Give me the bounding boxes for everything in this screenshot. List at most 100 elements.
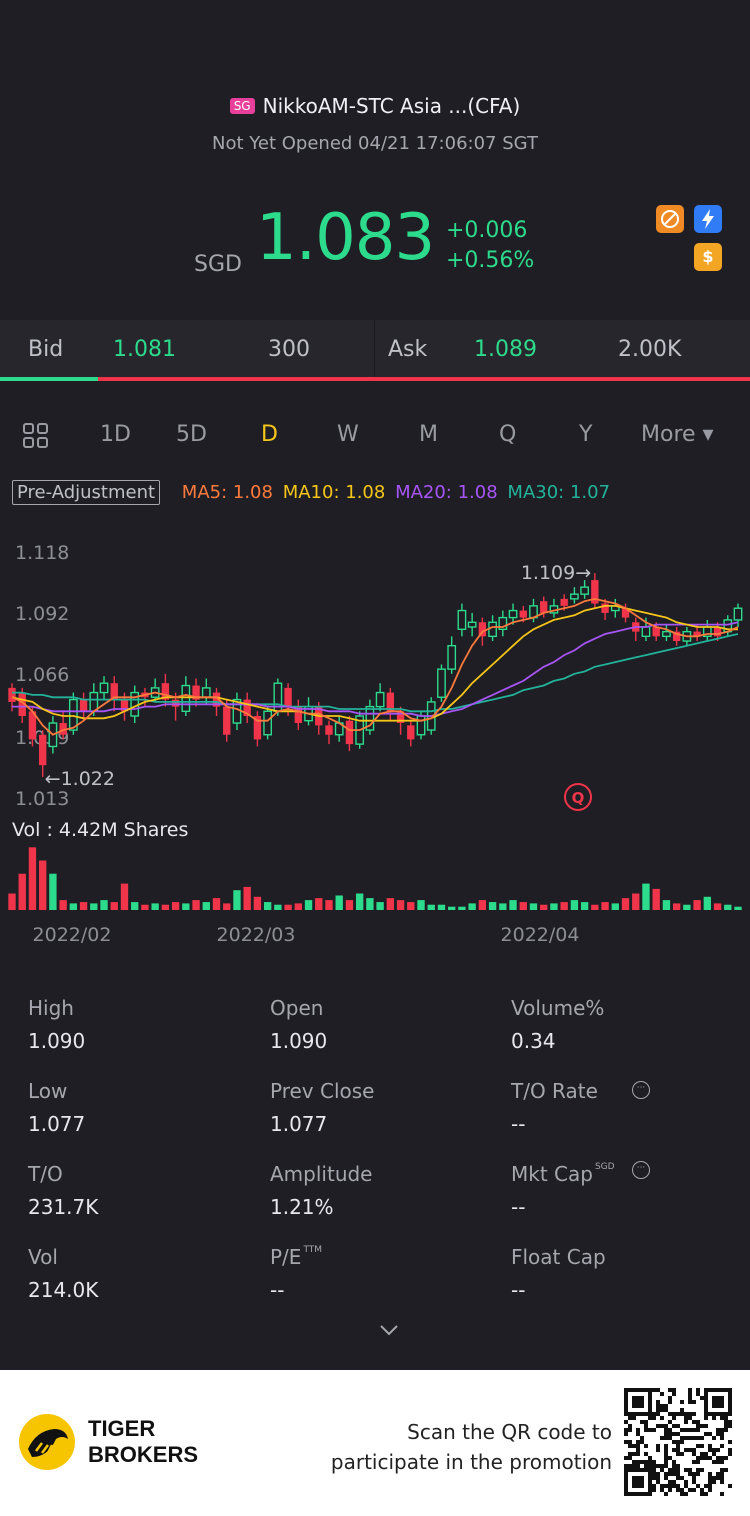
volume-bar bbox=[611, 903, 619, 910]
candle-body bbox=[386, 692, 395, 712]
volume-bar bbox=[141, 904, 149, 910]
prev-close-value: 1.077 bbox=[270, 1112, 328, 1136]
y-tick-label: 1.092 bbox=[15, 603, 69, 625]
amplitude-value: 1.21% bbox=[270, 1195, 334, 1219]
volume-bar bbox=[253, 896, 262, 910]
q-marker-label: Q bbox=[572, 789, 585, 807]
volume-bar bbox=[110, 902, 118, 910]
turnover-value: 231.7K bbox=[28, 1195, 99, 1219]
q-marker-icon[interactable] bbox=[564, 783, 592, 811]
candle-body bbox=[345, 720, 354, 745]
ask-ratio-bar bbox=[98, 377, 750, 381]
tab-more[interactable]: More ▾ bbox=[641, 422, 714, 447]
candle-body bbox=[601, 603, 609, 613]
high-value: 1.090 bbox=[28, 1029, 86, 1053]
candle-body bbox=[181, 684, 191, 713]
volume-bar bbox=[468, 903, 476, 910]
candle-body bbox=[733, 607, 743, 621]
pre-adjustment-button[interactable]: Pre-Adjustment bbox=[12, 480, 161, 505]
tiger-logo-icon bbox=[19, 1414, 75, 1470]
volume-bar bbox=[407, 902, 415, 910]
candle-body bbox=[223, 706, 231, 735]
tab-1d[interactable]: 1D bbox=[100, 422, 131, 447]
qr-code-icon[interactable] bbox=[624, 1388, 732, 1496]
volume-bar bbox=[192, 900, 200, 910]
currency-label: SGD bbox=[194, 252, 242, 277]
high-label: High bbox=[28, 996, 74, 1020]
volume-bar bbox=[79, 902, 88, 910]
candle-body bbox=[192, 685, 200, 700]
candle-body bbox=[8, 687, 16, 702]
pe-label: P/E TTM bbox=[270, 1245, 323, 1269]
to-rate-value: -- bbox=[511, 1112, 526, 1136]
chevron-down-icon[interactable] bbox=[379, 1323, 399, 1337]
mkt-cap-value: -- bbox=[511, 1195, 526, 1219]
volume-bar bbox=[560, 902, 568, 910]
candle-body bbox=[662, 630, 671, 638]
candle-body bbox=[560, 598, 568, 606]
bid-ratio-bar bbox=[0, 377, 98, 381]
volume-bar bbox=[345, 900, 354, 910]
amplitude-label: Amplitude bbox=[270, 1162, 373, 1186]
tab-5d[interactable]: 5D bbox=[176, 422, 207, 447]
dollar-icon[interactable]: $ bbox=[694, 243, 722, 271]
mkt-cap-info-icon[interactable]: ··· bbox=[632, 1161, 650, 1179]
x-tick-label: 2022/03 bbox=[217, 924, 296, 946]
candle-body bbox=[68, 698, 78, 731]
candle-body bbox=[508, 609, 518, 619]
volume-bar bbox=[18, 873, 26, 910]
candle-body bbox=[488, 621, 497, 638]
volume-bar bbox=[734, 906, 742, 910]
candle-body bbox=[652, 626, 660, 637]
volume-bar bbox=[59, 900, 67, 910]
volume-bar bbox=[243, 886, 251, 910]
volume-bar bbox=[519, 902, 527, 910]
ask-price: 1.089 bbox=[474, 337, 537, 362]
to-rate-info-icon[interactable]: ··· bbox=[632, 1081, 650, 1099]
volume-bar bbox=[591, 904, 599, 910]
volume-bar bbox=[437, 904, 446, 910]
bid-ask-divider bbox=[374, 320, 375, 378]
volume-bar bbox=[131, 902, 139, 910]
y-tick-label: 1.066 bbox=[15, 664, 69, 686]
volume-bar bbox=[202, 902, 210, 910]
tab-y[interactable]: Y bbox=[579, 422, 593, 447]
tab-m[interactable]: M bbox=[419, 422, 438, 447]
candle-body bbox=[478, 622, 487, 637]
last-price: 1.083 bbox=[256, 201, 435, 275]
volume-bar bbox=[28, 847, 37, 910]
grid-layout-icon[interactable] bbox=[22, 422, 50, 450]
candle-body bbox=[253, 716, 262, 740]
candle-body bbox=[365, 705, 375, 731]
volume-bar bbox=[38, 860, 47, 910]
low-value: 1.077 bbox=[28, 1112, 86, 1136]
tab-q[interactable]: Q bbox=[499, 422, 517, 447]
brand-name: TIGER BROKERS bbox=[88, 1416, 199, 1467]
bid-label: Bid bbox=[28, 337, 64, 362]
volume-bar bbox=[672, 903, 681, 910]
volume-bar bbox=[212, 898, 221, 910]
volume-bar bbox=[69, 903, 78, 910]
flash-icon[interactable] bbox=[694, 205, 722, 233]
candle-body bbox=[59, 723, 67, 735]
bid-price: 1.081 bbox=[113, 337, 176, 362]
price-change: +0.006 +0.56% bbox=[446, 216, 534, 276]
volume-bar bbox=[396, 900, 405, 910]
volume-bar bbox=[8, 893, 16, 910]
tab-d[interactable]: D bbox=[261, 422, 278, 447]
candle-body bbox=[212, 692, 221, 707]
candle-body bbox=[375, 691, 385, 708]
candle-body bbox=[457, 609, 467, 631]
no-shorting-icon[interactable] bbox=[656, 205, 684, 233]
pe-value: -- bbox=[270, 1278, 285, 1302]
change-value: +0.006 bbox=[446, 218, 528, 243]
bid-ask-panel: Bid 1.081 300 Ask 1.089 2.00K bbox=[0, 320, 750, 378]
tab-w[interactable]: W bbox=[337, 422, 359, 447]
volume-bar bbox=[499, 903, 507, 910]
candle-body bbox=[120, 699, 129, 712]
open-value: 1.090 bbox=[270, 1029, 328, 1053]
x-tick-label: 2022/02 bbox=[33, 924, 112, 946]
volume-bar bbox=[386, 898, 395, 910]
volume-bar bbox=[427, 904, 435, 910]
